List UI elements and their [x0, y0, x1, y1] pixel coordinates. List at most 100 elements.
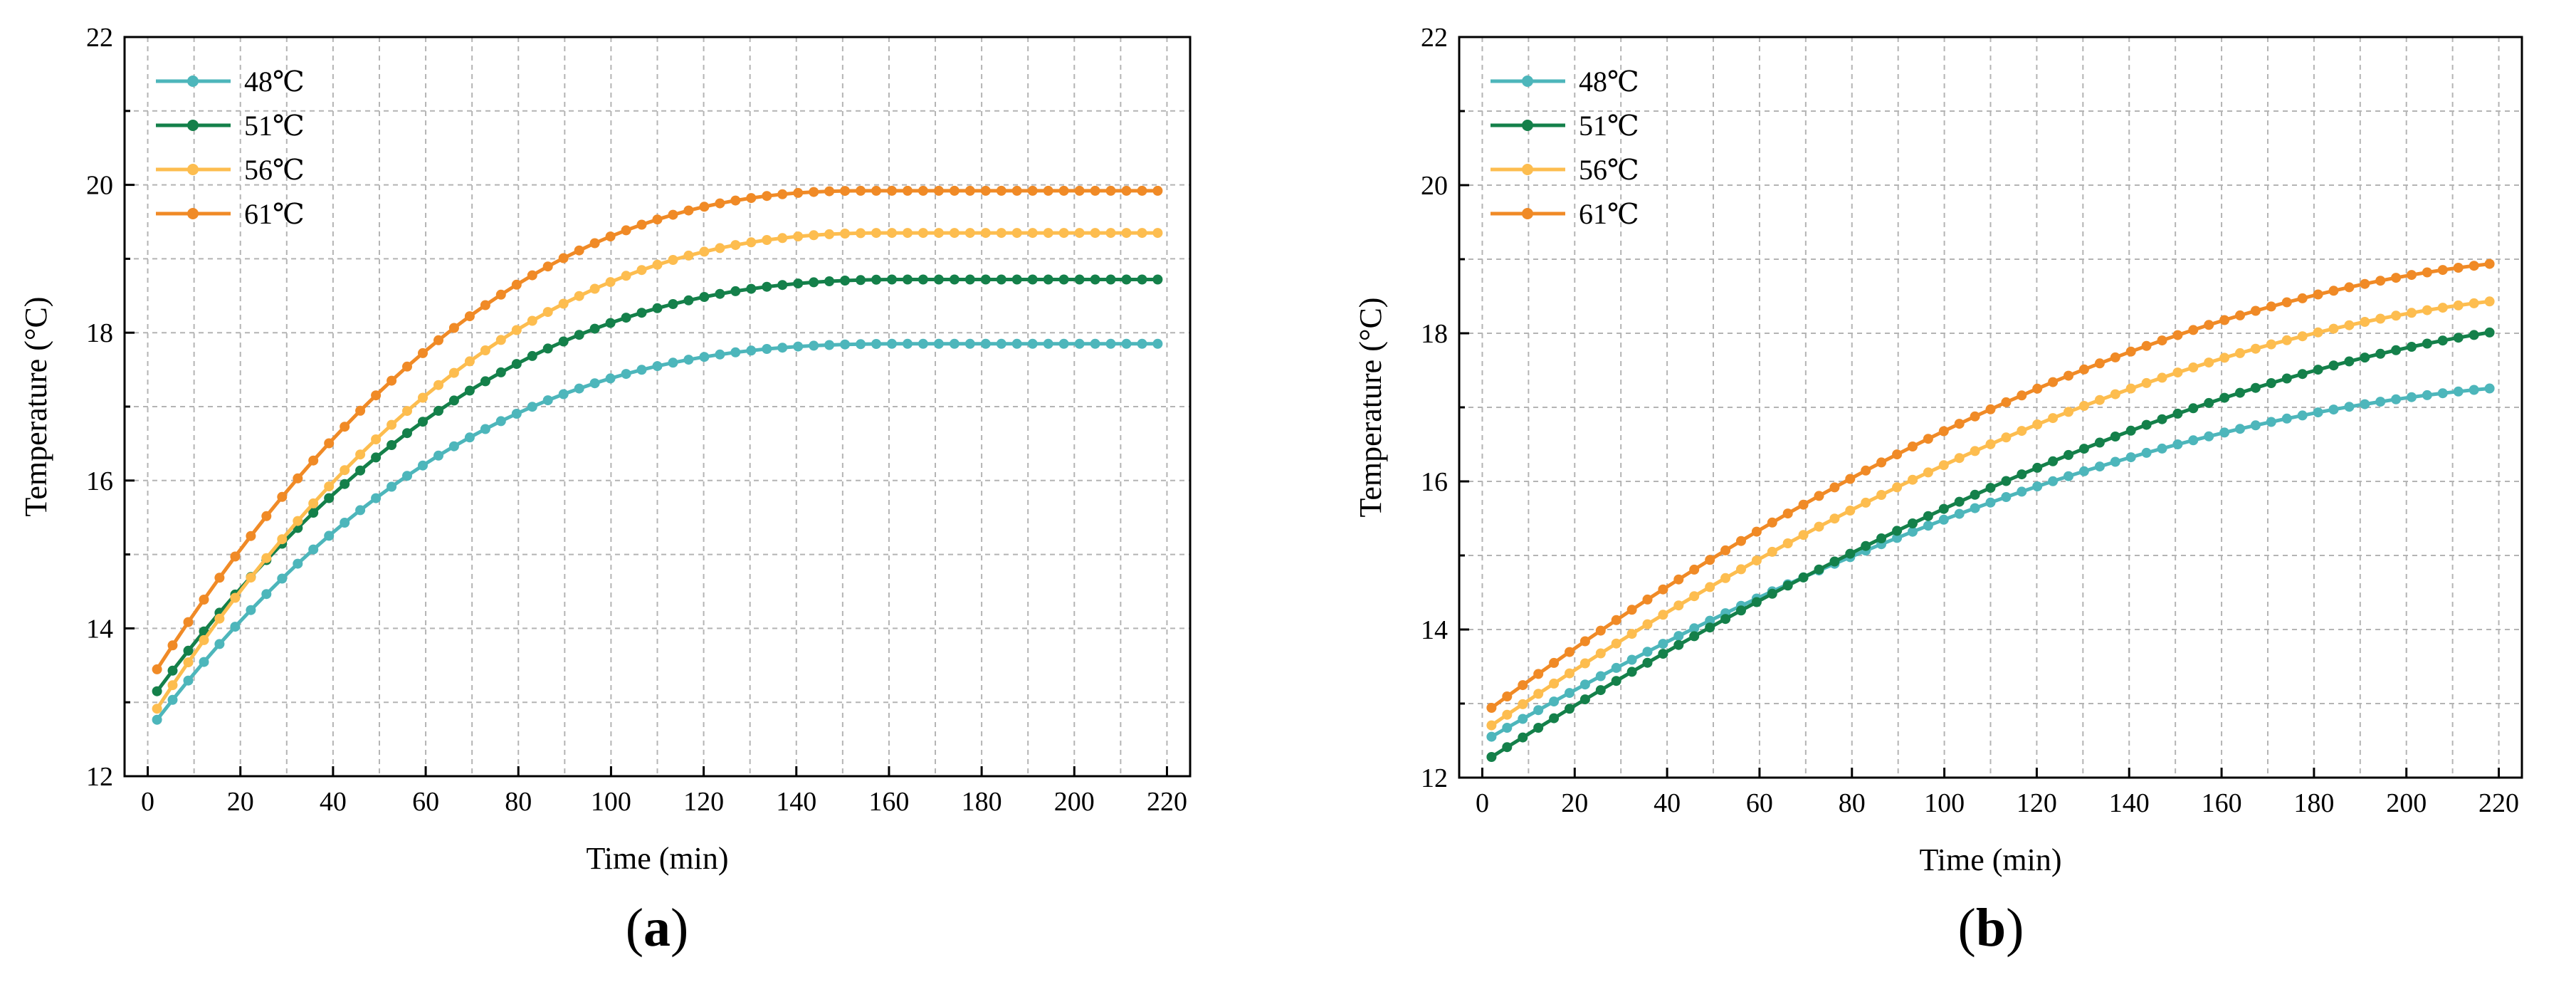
data-point: [371, 434, 382, 444]
data-point: [2219, 427, 2230, 438]
data-point: [1486, 731, 1497, 742]
data-point: [1923, 521, 1933, 531]
data-point: [824, 276, 835, 286]
data-point: [2250, 420, 2261, 431]
data-point: [2484, 296, 2495, 307]
panel-label-open-paren: (: [626, 898, 643, 958]
data-point: [387, 440, 397, 450]
data-point: [2437, 303, 2448, 313]
data-point: [511, 279, 522, 290]
data-point: [1642, 657, 1653, 668]
data-point: [1767, 517, 1777, 528]
x-tick-label: 220: [2478, 788, 2519, 818]
legend: 48℃ 51℃ 56℃ 61℃: [156, 66, 305, 230]
data-point: [918, 228, 928, 239]
x-tick-label: 0: [141, 787, 154, 817]
data-point: [949, 228, 960, 239]
data-point: [636, 265, 647, 276]
data-point: [1642, 594, 1653, 605]
x-tick-label: 40: [320, 787, 347, 817]
data-point: [340, 422, 350, 432]
data-point: [2141, 340, 2152, 351]
data-point: [1626, 605, 1637, 615]
data-point: [402, 406, 412, 417]
data-point: [1861, 497, 1871, 508]
y-tick-label: 22: [86, 23, 113, 53]
panel-label-open-paren: (: [1958, 898, 1976, 958]
data-point: [2204, 397, 2214, 408]
y-tick-label: 20: [86, 171, 113, 201]
data-point: [1861, 465, 1871, 476]
y-tick-label: 20: [1421, 171, 1448, 201]
data-point: [1689, 564, 1700, 575]
data-point: [1502, 742, 1513, 753]
data-point: [871, 228, 881, 239]
data-point: [1152, 228, 1163, 239]
data-point: [871, 274, 881, 285]
data-point: [1736, 536, 1746, 546]
data-point: [652, 259, 663, 270]
data-point: [2017, 486, 2027, 497]
data-point: [2328, 360, 2339, 371]
data-point: [527, 350, 537, 361]
data-point: [355, 505, 366, 516]
data-point: [2422, 305, 2432, 315]
data-point: [1105, 338, 1116, 349]
data-point: [183, 657, 194, 668]
data-point: [1892, 533, 1903, 543]
data-point: [402, 361, 412, 372]
legend-label: 61℃: [244, 198, 305, 230]
data-point: [668, 255, 678, 265]
data-point: [480, 376, 490, 387]
data-point: [1985, 439, 1996, 449]
data-point: [1058, 185, 1069, 196]
data-point: [1923, 467, 1933, 478]
panel-label-close-paren: ): [671, 898, 688, 958]
data-point: [1027, 274, 1038, 285]
data-point: [918, 338, 928, 349]
x-tick-label: 100: [1924, 788, 1965, 818]
data-point: [1043, 338, 1053, 349]
data-point: [2001, 492, 2012, 502]
data-point: [1798, 572, 1809, 583]
data-point: [2172, 439, 2183, 449]
data-point: [495, 367, 506, 377]
series-48C: [152, 338, 1163, 725]
data-point: [1533, 723, 1544, 733]
panel-label-letter: a: [643, 898, 671, 958]
data-point: [167, 694, 178, 705]
data-point: [1137, 274, 1147, 285]
data-point: [2344, 356, 2355, 367]
data-point: [2469, 385, 2479, 395]
data-point: [1502, 709, 1513, 720]
data-point: [636, 308, 647, 318]
data-point: [2422, 267, 2432, 278]
data-point: [777, 189, 788, 199]
data-point: [903, 228, 913, 239]
data-point: [2125, 383, 2136, 394]
data-point: [1720, 545, 1731, 555]
data-point: [840, 229, 851, 239]
data-point: [1892, 482, 1903, 493]
data-point: [340, 465, 350, 476]
data-point: [1152, 274, 1163, 285]
data-point: [793, 231, 804, 241]
data-point: [2266, 378, 2276, 388]
data-point: [1611, 676, 1621, 686]
data-point: [1876, 457, 1887, 468]
data-point: [1579, 694, 1590, 705]
data-point: [1152, 338, 1163, 349]
data-point: [152, 686, 162, 696]
data-point: [730, 286, 741, 296]
data-point: [167, 640, 178, 651]
data-point: [980, 338, 991, 349]
data-point: [2344, 320, 2355, 330]
data-point: [214, 573, 225, 583]
series-61C: [152, 185, 1163, 674]
y-tick-label: 12: [1421, 763, 1448, 793]
data-point: [668, 299, 678, 309]
data-point: [621, 369, 631, 380]
data-point: [1938, 514, 1949, 525]
data-point: [699, 202, 710, 212]
data-point: [856, 185, 866, 196]
